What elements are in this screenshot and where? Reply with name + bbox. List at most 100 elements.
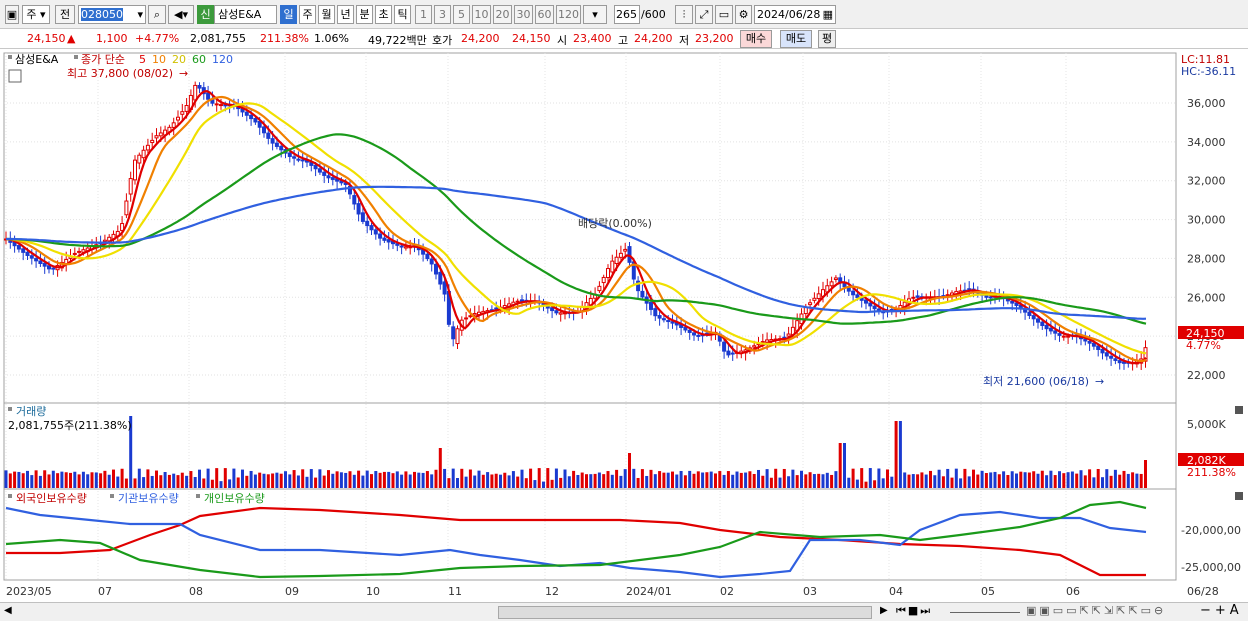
- volume-bar: [615, 469, 619, 488]
- count-input[interactable]: 265: [614, 5, 640, 24]
- candle-body: [102, 239, 107, 242]
- volume-bar: [640, 469, 644, 488]
- close-icon[interactable]: [1235, 406, 1243, 414]
- stock-name-field[interactable]: 삼성E&A: [214, 5, 277, 24]
- ma-60: 60: [192, 53, 206, 66]
- candle-body: [16, 245, 21, 250]
- candle-body: [244, 111, 249, 116]
- volume-bar: [4, 470, 8, 488]
- candle-body: [696, 334, 701, 337]
- volume-bar: [726, 471, 730, 488]
- volume-bar: [150, 475, 154, 488]
- candle-body: [317, 168, 322, 173]
- volume-bar: [258, 472, 262, 488]
- tab-tick[interactable]: 틱: [394, 5, 411, 24]
- right-arrow-icon: →: [179, 67, 188, 80]
- low-label: 저: [679, 34, 690, 47]
- gear-icon[interactable]: ⚙: [735, 5, 752, 24]
- candle-body: [657, 315, 662, 319]
- grid-toggle-icon[interactable]: [8, 69, 22, 83]
- tab-day[interactable]: 일: [280, 5, 297, 24]
- num-60[interactable]: 60: [535, 5, 554, 24]
- volume-ratio: 211.38%: [260, 32, 309, 45]
- tab-year[interactable]: 년: [337, 5, 354, 24]
- candle-body: [661, 318, 666, 321]
- volume-bar: [1105, 469, 1109, 488]
- volume-bar: [206, 468, 210, 488]
- scroll-left-icon[interactable]: ◀: [4, 605, 12, 616]
- tab-month[interactable]: 월: [318, 5, 335, 24]
- volume-bar: [1109, 475, 1113, 488]
- eval-button[interactable]: 평: [818, 30, 836, 48]
- x-tick-label: 08: [189, 585, 203, 598]
- buy-button[interactable]: 매수: [740, 30, 772, 48]
- zoom-controls[interactable]: −+A: [1200, 603, 1243, 618]
- num-120[interactable]: 120: [556, 5, 581, 24]
- playback-controls[interactable]: ⏮■⏭: [896, 604, 933, 617]
- volume-bar: [86, 474, 90, 488]
- code-input[interactable]: 028050 ▾: [78, 5, 146, 24]
- panel-marker: [8, 55, 12, 59]
- volume-bar: [438, 448, 442, 488]
- candle-body: [653, 308, 658, 317]
- candle-body: [666, 320, 671, 323]
- interval-select[interactable]: ▾: [583, 5, 607, 24]
- tool-icons[interactable]: ▣▣▭▭⇱⇱⇲⇱⇱▭⊖: [1026, 604, 1167, 617]
- volume-bar: [705, 472, 709, 488]
- num-10[interactable]: 10: [472, 5, 491, 24]
- low-note: 최저 21,600 (06/18): [983, 375, 1089, 388]
- window-icon[interactable]: ▣: [5, 5, 19, 24]
- candle-body: [253, 118, 258, 123]
- volume-bar: [877, 468, 881, 488]
- period-select[interactable]: 주 ▾: [22, 5, 50, 24]
- scroll-right-icon[interactable]: ▶: [880, 605, 888, 616]
- volume-bar: [924, 474, 928, 488]
- stock-chart[interactable]: 36,00034,00032,00030,00028,00026,00024,0…: [0, 50, 1248, 602]
- candle-body: [128, 178, 133, 195]
- sell-button[interactable]: 매도: [780, 30, 812, 48]
- num-1[interactable]: 1: [415, 5, 432, 24]
- tab-minute[interactable]: 분: [356, 5, 373, 24]
- tab-second[interactable]: 초: [375, 5, 392, 24]
- num-20[interactable]: 20: [493, 5, 512, 24]
- candle-body: [1014, 302, 1019, 306]
- draw-icon[interactable]: ⤢: [695, 5, 713, 24]
- volume-bar: [395, 471, 399, 488]
- scroll-thumb[interactable]: [498, 606, 872, 619]
- volume: 2,081,755: [190, 32, 246, 45]
- volume-bar: [301, 469, 305, 488]
- speaker-icon[interactable]: ◀▾: [168, 5, 194, 24]
- save-icon[interactable]: ▭: [715, 5, 733, 24]
- volume-bar: [1053, 475, 1057, 488]
- tab-week[interactable]: 주: [299, 5, 316, 24]
- num-3[interactable]: 3: [434, 5, 451, 24]
- institution-holding-line: [5, 506, 1147, 579]
- volume-bar: [954, 468, 958, 488]
- x-tick-label: 2023/05: [6, 585, 52, 598]
- hc-value: HC:-36.11: [1181, 65, 1236, 78]
- close-icon[interactable]: [1235, 492, 1243, 500]
- volume-bar: [890, 476, 894, 488]
- volume-bar: [898, 421, 902, 488]
- last-price-tag: [1178, 326, 1244, 339]
- candle-body: [868, 302, 873, 307]
- candle-icon[interactable]: ⫶: [675, 5, 693, 24]
- period-label: 주: [26, 8, 37, 21]
- zoom-slider[interactable]: [950, 612, 1020, 613]
- volume-bar: [473, 475, 477, 488]
- date-input[interactable]: 2024/06/28 ▦: [754, 5, 836, 24]
- chart-scrollbar[interactable]: ◀ ▶ ⏮■⏭ ▣▣▭▭⇱⇱⇲⇱⇱▭⊖ −+A: [0, 602, 1248, 621]
- volume-bar: [1032, 471, 1036, 488]
- num-5[interactable]: 5: [453, 5, 470, 24]
- num-30[interactable]: 30: [514, 5, 533, 24]
- prev-button[interactable]: 전: [55, 5, 75, 24]
- turnover: 1.06%: [314, 32, 349, 45]
- volume-bar: [129, 416, 133, 488]
- search-icon[interactable]: ⌕: [148, 5, 166, 24]
- volume-bar: [941, 476, 945, 488]
- volume-bar: [94, 472, 98, 488]
- volume-bar: [916, 474, 920, 488]
- price-ytick: 34,000: [1187, 136, 1226, 149]
- volume-bar: [1079, 470, 1083, 488]
- candle-body: [77, 250, 82, 253]
